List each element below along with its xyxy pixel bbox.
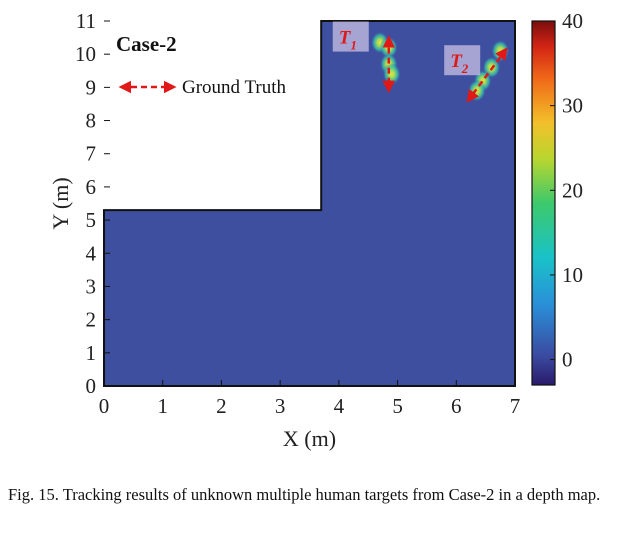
figure-caption: Fig. 15. Tracking results of unknown mul… [8, 485, 601, 504]
y-tick-label: 1 [86, 341, 97, 365]
colorbar-gradient [531, 20, 556, 386]
ground-truth-arrow [466, 47, 508, 103]
colorbar-ticks: 0 10 20 30 40 [550, 9, 583, 372]
legend: Ground Truth [118, 77, 286, 98]
x-axis-label: X (m) [283, 426, 336, 451]
y-tick-label: 6 [86, 175, 97, 199]
y-tick-label: 5 [86, 208, 97, 232]
x-tick-label: 4 [334, 394, 345, 418]
y-tick-label: 2 [86, 308, 97, 332]
target-label-box [332, 21, 369, 52]
colorbar-tick-label: 30 [562, 94, 583, 118]
y-tick-label: 0 [86, 374, 97, 398]
y-tick-label: 8 [86, 109, 97, 133]
x-tick-label: 0 [99, 394, 110, 418]
colorbar-tick-label: 10 [562, 263, 583, 287]
colorbar-tick-label: 40 [562, 9, 583, 33]
x-tick-label: 3 [275, 394, 286, 418]
y-tick-label: 9 [86, 75, 97, 99]
colorbar-tick-label: 0 [562, 348, 573, 372]
y-axis-label: Y (m) [48, 177, 73, 229]
x-tick-label: 1 [157, 394, 168, 418]
y-tick-label: 4 [86, 241, 97, 265]
x-tick-label: 6 [451, 394, 462, 418]
y-tick-label: 11 [76, 9, 96, 33]
x-axis-ticks: 0 1 2 3 4 5 6 7 [99, 380, 521, 418]
legend-label: Ground Truth [182, 77, 286, 98]
figure: 0 1 2 3 4 5 6 7 0 1 2 3 4 5 6 7 8 9 10 11 X (m) Y (m) Case… [48, 9, 583, 451]
target-label: T2 [450, 51, 469, 76]
panel-title: Case-2 [116, 32, 177, 56]
colorbar-tick-label: 20 [562, 178, 583, 202]
target-label-box [444, 45, 481, 76]
target-label: T1 [339, 28, 357, 53]
y-tick-label: 10 [75, 42, 96, 66]
y-tick-label: 7 [86, 142, 97, 166]
x-tick-label: 7 [510, 394, 521, 418]
y-tick-label: 3 [86, 274, 97, 298]
plot-area [103, 20, 516, 387]
target-labels: T1 T2 [332, 21, 481, 76]
track-point [382, 63, 401, 86]
y-axis-ticks: 0 1 2 3 4 5 6 7 8 9 10 11 [75, 9, 110, 398]
lshape-region [103, 20, 516, 387]
ground-truth-layer [382, 35, 508, 103]
x-tick-label: 5 [392, 394, 403, 418]
colorbar: 0 10 20 30 40 [531, 9, 583, 386]
x-tick-label: 2 [216, 394, 227, 418]
